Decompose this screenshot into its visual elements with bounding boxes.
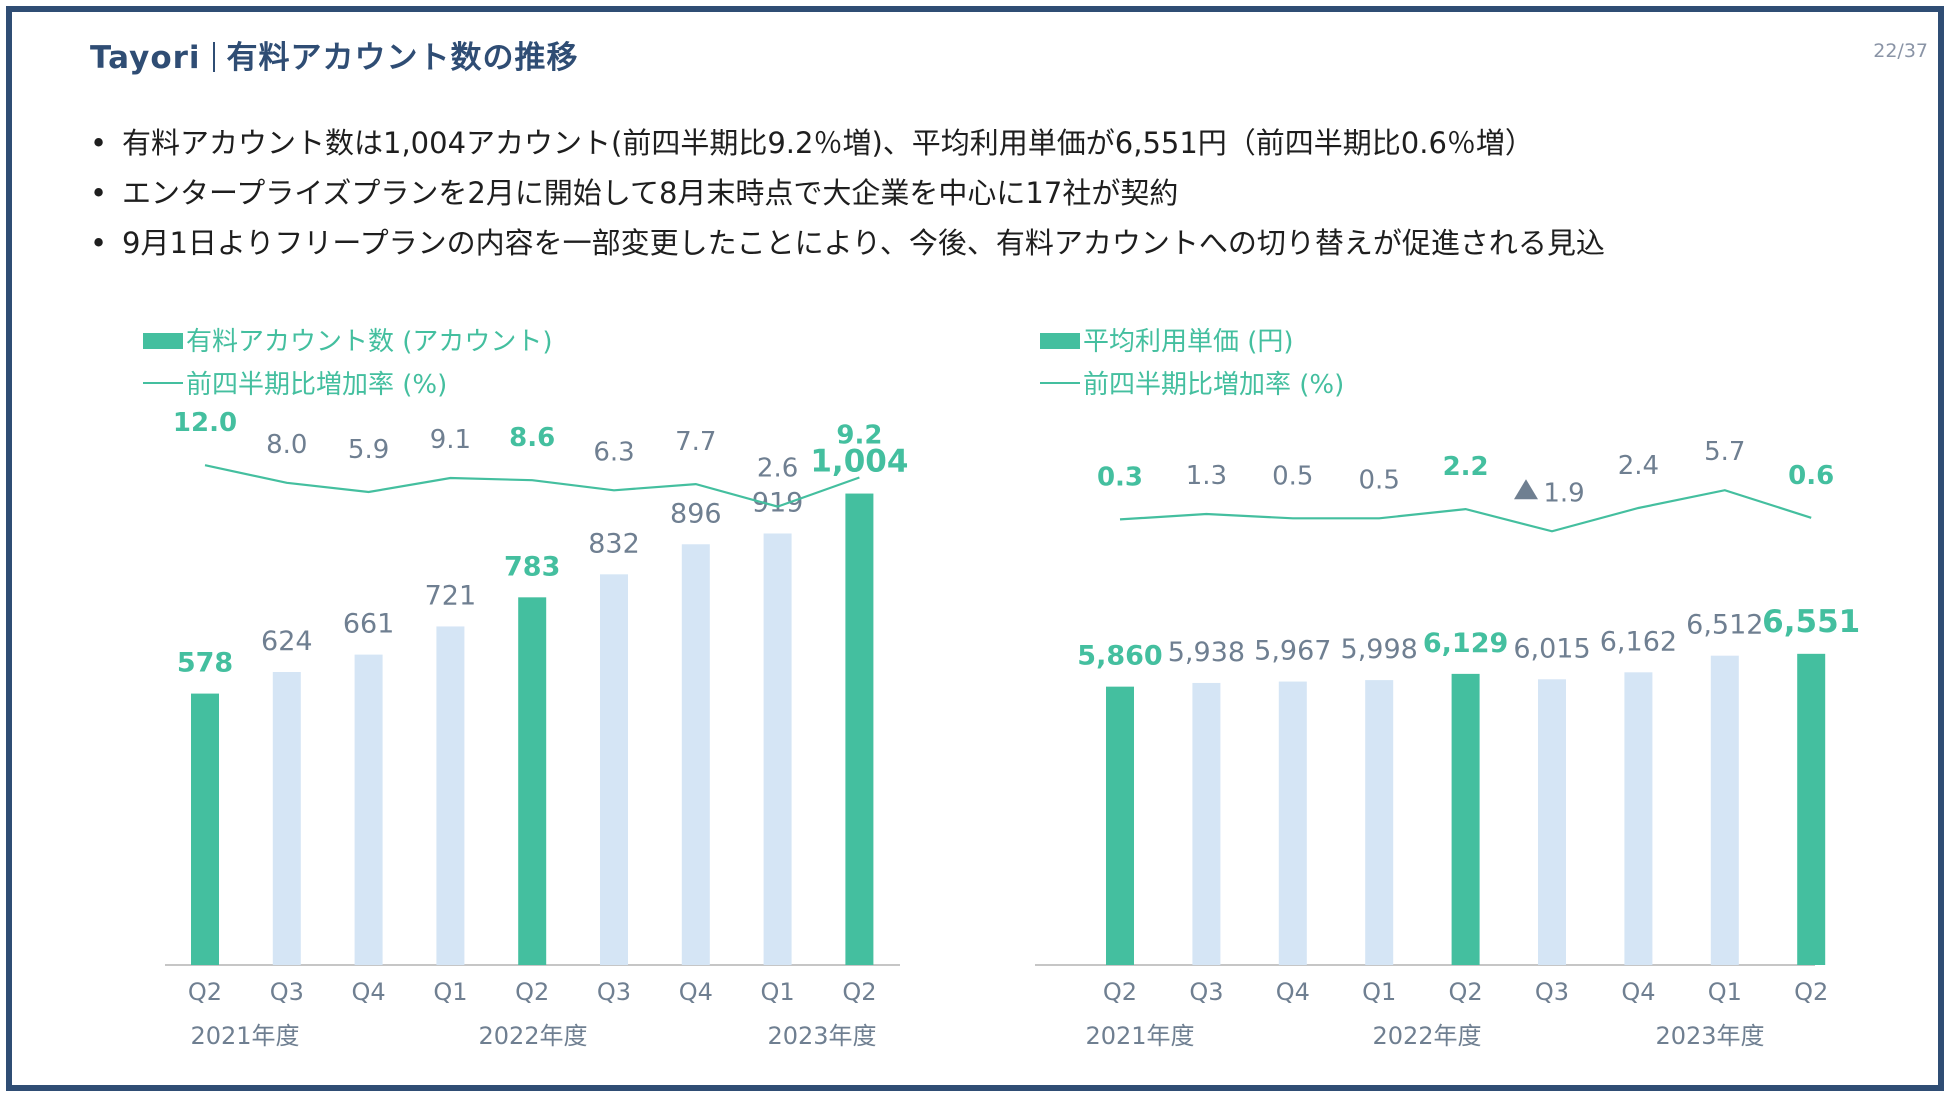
rate-label: 0.5 <box>1272 461 1313 491</box>
rate-label: 0.3 <box>1097 462 1143 492</box>
rate-label: 5.9 <box>348 435 389 465</box>
legend-bar-label: 有料アカウント数 (アカウント) <box>186 327 553 357</box>
bar-value-label: 661 <box>343 609 395 640</box>
bar-value-label: 6,512 <box>1686 610 1763 641</box>
bar <box>191 693 219 965</box>
x-tick-label: Q2 <box>515 978 549 1006</box>
x-tick-label: Q2 <box>188 978 222 1006</box>
bar-value-label: 6,551 <box>1762 604 1860 640</box>
bullet-item: 有料アカウント数は1,004アカウント(前四半期比9.2％増)、平均利用単価が6… <box>90 118 1605 168</box>
legend-line-label: 前四半期比増加率 (%) <box>1083 370 1344 400</box>
x-tick-label: Q2 <box>1103 978 1137 1006</box>
rate-label: 0.6 <box>1788 461 1834 491</box>
x-tick-label: Q4 <box>1276 978 1310 1006</box>
rate-label: 9.2 <box>836 421 882 451</box>
rate-label: 12.0 <box>173 408 237 438</box>
bullet-list: 有料アカウント数は1,004アカウント(前四半期比9.2％増)、平均利用単価が6… <box>90 118 1605 268</box>
year-label: 2022年度 <box>478 1022 587 1050</box>
bar <box>272 671 301 965</box>
bar-value-label: 1,004 <box>810 444 908 480</box>
bar-value-label: 6,015 <box>1513 633 1590 664</box>
bar-value-label: 783 <box>504 551 560 582</box>
bar <box>354 654 383 965</box>
bar <box>681 544 710 965</box>
rate-label: 9.1 <box>430 425 471 455</box>
rate-line <box>1119 489 1812 533</box>
x-tick-label: Q4 <box>1621 978 1655 1006</box>
page-number: 22/37 <box>1873 40 1928 62</box>
bar <box>600 574 628 965</box>
x-tick-label: Q3 <box>1535 978 1569 1006</box>
year-label: 2021年度 <box>190 1022 299 1050</box>
title-brand: Tayori <box>90 40 201 76</box>
year-label: 2021年度 <box>1085 1022 1194 1050</box>
rate-label: 2.2 <box>1443 452 1489 482</box>
rate-label: 7.7 <box>675 427 716 457</box>
x-tick-label: Q4 <box>679 978 713 1006</box>
x-tick-label: Q4 <box>352 978 386 1006</box>
year-label: 2023年度 <box>767 1022 876 1050</box>
legend-bar-swatch <box>1040 333 1080 349</box>
bar <box>1797 653 1826 965</box>
bar-value-label: 578 <box>177 648 233 679</box>
bar-value-label: 624 <box>261 626 313 657</box>
bar-value-label: 5,967 <box>1254 636 1331 667</box>
negative-triangle-icon <box>1514 479 1538 500</box>
slide-frame <box>6 6 1944 1091</box>
bullet-item: 9月1日よりフリープランの内容を一部変更したことにより、今後、有料アカウントへの… <box>90 218 1605 268</box>
bar-value-label: 6,162 <box>1600 626 1677 657</box>
bar-value-label: 6,129 <box>1423 628 1508 659</box>
bar <box>1451 673 1480 965</box>
bar-value-label: 832 <box>588 528 640 559</box>
legend-bar-label: 平均利用単価 (円) <box>1083 327 1294 357</box>
year-label: 2023年度 <box>1655 1022 1764 1050</box>
rate-label: 1.9 <box>1543 478 1584 508</box>
bar <box>1278 681 1307 965</box>
rate-label: 2.4 <box>1618 451 1659 481</box>
rate-label: 2.6 <box>757 454 798 484</box>
bar <box>1365 680 1394 965</box>
rate-label: 1.3 <box>1186 461 1227 491</box>
bar <box>1106 686 1134 965</box>
bar-value-label: 5,998 <box>1341 634 1418 665</box>
x-tick-label: Q1 <box>1362 978 1396 1006</box>
bar-value-label: 721 <box>425 580 477 611</box>
bar <box>436 626 465 965</box>
x-tick-label: Q3 <box>1189 978 1223 1006</box>
bar <box>845 493 874 965</box>
bar-value-label: 5,938 <box>1168 637 1245 668</box>
year-label: 2022年度 <box>1372 1022 1481 1050</box>
bar <box>1624 672 1653 965</box>
x-tick-label: Q1 <box>1708 978 1742 1006</box>
slide-title: Tayori 有料アカウント数の推移 <box>90 32 579 77</box>
rate-label: 6.3 <box>593 437 634 467</box>
rate-label: 5.7 <box>1704 437 1745 467</box>
legend-line-label: 前四半期比増加率 (%) <box>186 370 447 400</box>
rate-label: 0.5 <box>1359 465 1400 495</box>
bar-value-label: 5,860 <box>1077 641 1162 672</box>
rate-line <box>204 464 860 508</box>
x-tick-label: Q1 <box>433 978 467 1006</box>
bullet-item: エンタープライズプランを2月に開始して8月末時点で大企業を中心に17社が契約 <box>90 168 1605 218</box>
bar <box>518 597 547 965</box>
x-tick-label: Q1 <box>761 978 795 1006</box>
x-tick-label: Q3 <box>270 978 304 1006</box>
title-separator <box>212 42 215 72</box>
bar <box>1192 682 1221 965</box>
x-tick-label: Q2 <box>842 978 876 1006</box>
x-tick-label: Q3 <box>597 978 631 1006</box>
bar <box>1710 655 1739 965</box>
x-tick-label: Q2 <box>1449 978 1483 1006</box>
bar-value-label: 919 <box>752 487 804 518</box>
x-tick-label: Q2 <box>1794 978 1828 1006</box>
rate-label: 8.0 <box>266 430 307 460</box>
bar <box>763 533 792 965</box>
rate-label: 8.6 <box>509 423 555 453</box>
bar <box>1538 679 1566 965</box>
bar-value-label: 896 <box>670 498 722 529</box>
title-main: 有料アカウント数の推移 <box>226 40 579 76</box>
legend-bar-swatch <box>143 333 183 349</box>
